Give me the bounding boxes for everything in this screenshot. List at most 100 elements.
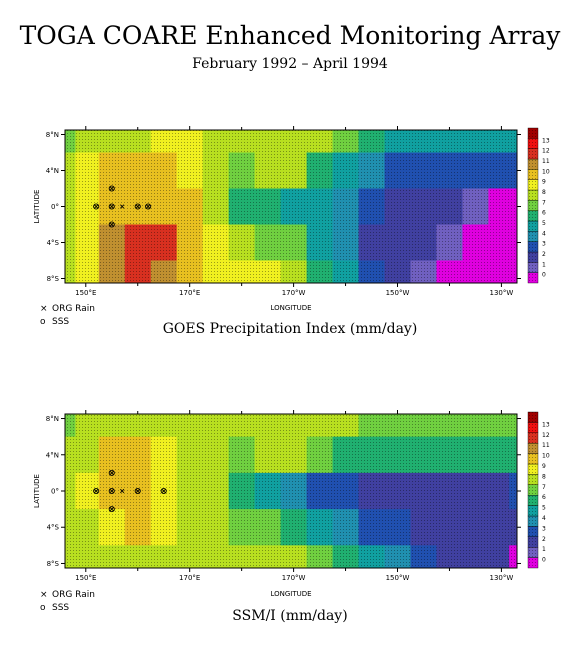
org-rain-site-marker xyxy=(109,488,114,494)
heatmap-cell-stipple xyxy=(280,472,308,510)
heatmap-cell-stipple xyxy=(98,509,126,546)
colorbar-stipple xyxy=(528,516,538,527)
x-tick-label: 130°W xyxy=(490,574,514,582)
sss-site-marker xyxy=(108,487,115,495)
heatmap-cell-stipple xyxy=(488,260,510,283)
colorbar-label: 4 xyxy=(542,515,546,522)
colorbar-stipple xyxy=(528,453,538,464)
heatmap-cell-stipple xyxy=(410,414,437,438)
heatmap-cell-stipple xyxy=(228,545,256,568)
legend-org-rain-marker: × xyxy=(40,304,48,314)
heatmap-cell-stipple xyxy=(436,414,463,438)
y-tick-label: 8°S xyxy=(47,560,60,568)
heatmap-cell-stipple xyxy=(254,545,282,568)
heatmap-cell-stipple xyxy=(488,224,510,261)
heatmap-cell-stipple xyxy=(509,224,517,261)
heatmap-cell-stipple xyxy=(462,472,489,510)
heatmap-cell-stipple xyxy=(332,152,360,189)
x-tick-label: 170°E xyxy=(179,574,200,582)
heatmap-cell-stipple xyxy=(254,414,282,438)
heatmap-cell-stipple xyxy=(75,152,100,189)
heatmap-cell-stipple xyxy=(202,152,230,189)
heatmap-cell-stipple xyxy=(462,130,489,153)
sss-site-marker xyxy=(134,203,141,210)
heatmap-cell-stipple xyxy=(280,130,308,153)
colorbar-stipple xyxy=(528,432,538,444)
colorbar-stipple xyxy=(528,412,538,423)
heatmap-cell-stipple xyxy=(410,472,437,510)
heatmap-cell-stipple xyxy=(306,260,334,283)
sss-site-marker xyxy=(145,203,152,210)
heatmap-cells xyxy=(65,414,517,568)
heatmap-cell-stipple xyxy=(176,414,204,438)
heatmap-cell-stipple xyxy=(75,472,100,510)
heatmap-cell-stipple xyxy=(202,509,230,546)
heatmap-cell-stipple xyxy=(254,152,282,189)
heatmap-cell-stipple xyxy=(65,188,76,225)
heatmap-cell-stipple xyxy=(280,545,308,568)
colorbar-label: 13 xyxy=(542,421,550,428)
heatmap-cell-stipple xyxy=(254,224,282,261)
heatmap-cell-stipple xyxy=(358,130,386,153)
x-axis-label: LONGITUDE xyxy=(270,590,311,598)
org-rain-site-marker xyxy=(135,488,140,494)
sss-site-marker xyxy=(108,506,115,513)
heatmap-cell-stipple xyxy=(176,509,204,546)
heatmap-cell-stipple xyxy=(202,436,230,474)
colorbar-label: 5 xyxy=(542,505,546,512)
heatmap-cell-stipple xyxy=(176,130,204,153)
heatmap-cell-stipple xyxy=(410,260,437,283)
heatmap-cell-stipple xyxy=(124,414,152,438)
heatmap-cell-stipple xyxy=(254,436,282,474)
colorbar-stipple xyxy=(528,262,538,273)
org-rain-site-marker xyxy=(109,186,114,191)
heatmap-cell-stipple xyxy=(509,188,517,225)
colorbar-stipple xyxy=(528,474,538,485)
colorbar-label: 5 xyxy=(542,220,546,227)
heatmap-cell-stipple xyxy=(75,509,100,546)
colorbar-label: 8 xyxy=(542,189,546,196)
heatmap-cell-stipple xyxy=(65,436,76,474)
heatmap-cell-stipple xyxy=(202,130,230,153)
colorbar-label: 3 xyxy=(542,525,546,532)
heatmap-cell-stipple xyxy=(306,436,334,474)
heatmap-cell-stipple xyxy=(509,436,517,474)
heatmap-cell-stipple xyxy=(75,224,100,261)
sss-site-marker xyxy=(93,203,100,210)
heatmap-cell-stipple xyxy=(202,472,230,510)
heatmap-cell-stipple xyxy=(65,414,76,438)
heatmap-cell-stipple xyxy=(280,224,308,261)
colorbar-stipple xyxy=(528,190,538,201)
y-tick-label: 4°N xyxy=(46,167,59,175)
colorbar-label: 1 xyxy=(542,261,546,268)
heatmap-cell-stipple xyxy=(358,436,386,474)
heatmap-cell-stipple xyxy=(436,188,463,225)
org-rain-site-marker xyxy=(135,204,140,209)
heatmap-cell-stipple xyxy=(488,509,510,546)
y-tick-label: 4°N xyxy=(46,451,59,459)
heatmap-cell-stipple xyxy=(384,130,411,153)
heatmap-cell-stipple xyxy=(228,436,256,474)
heatmap-cell-stipple xyxy=(358,414,386,438)
x-tick-label: 130°W xyxy=(490,289,514,297)
colorbar-label: 0 xyxy=(542,557,546,564)
org-rain-site-marker xyxy=(109,222,114,227)
heatmap-cell-stipple xyxy=(75,130,100,153)
heatmap-cell-stipple xyxy=(280,414,308,438)
colorbar-stipple xyxy=(528,210,538,221)
heatmap-cell-stipple xyxy=(410,152,437,189)
panel-caption: GOES Precipitation Index (mm/day) xyxy=(163,321,418,337)
heatmap-cell-stipple xyxy=(98,260,126,283)
heatmap-cell-stipple xyxy=(124,152,152,189)
colorbar-label: 6 xyxy=(542,494,546,501)
heatmap-cell-stipple xyxy=(150,545,178,568)
heatmap-cell-stipple xyxy=(410,224,437,261)
colorbar-label: 13 xyxy=(542,137,550,144)
colorbar-stipple xyxy=(528,272,538,283)
heatmap-cell-stipple xyxy=(358,545,386,568)
heatmap-cell-stipple xyxy=(332,545,360,568)
colorbar-stipple xyxy=(528,495,538,506)
y-tick-label: 0° xyxy=(51,488,59,496)
colorbar-stipple xyxy=(528,221,538,232)
